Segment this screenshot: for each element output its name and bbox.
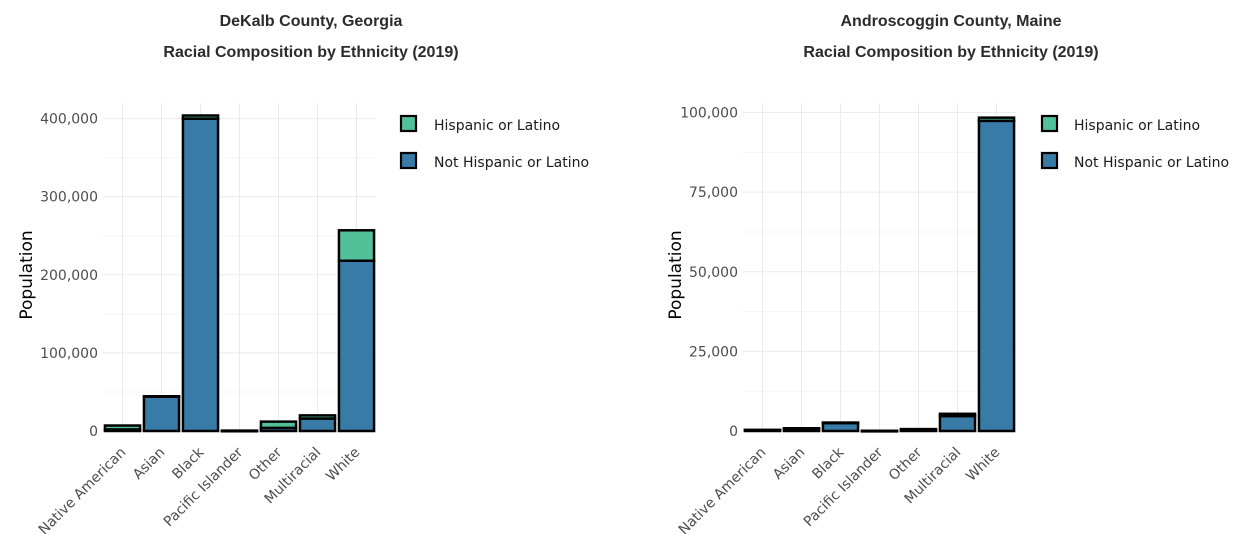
y-tick-label: 0 <box>89 424 98 440</box>
bar-black-hispanic-or-latino <box>821 421 860 425</box>
bars <box>743 116 1016 433</box>
bar-other-hispanic-or-latino <box>899 427 938 432</box>
chart-androscoggin: Androscoggin County, Maine Racial Compos… <box>666 13 1229 538</box>
y-tick-label: 400,000 <box>40 112 98 128</box>
legend-label-hispanic: Hispanic or Latino <box>1074 118 1200 134</box>
bar-native-american-hispanic-or-latino <box>743 428 782 432</box>
y-tick-labels: 0 100,000 200,000 300,000 400,000 <box>40 112 98 440</box>
x-tick-label: White <box>963 445 1003 485</box>
chart-title: DeKalb County, Georgia <box>220 13 403 30</box>
y-tick-label: 100,000 <box>680 106 738 122</box>
x-tick-label: Asian <box>130 445 168 483</box>
legend-label-not-hispanic: Not Hispanic or Latino <box>1074 155 1229 171</box>
y-tick-label: 50,000 <box>689 265 738 281</box>
y-tick-label: 100,000 <box>40 346 98 362</box>
gridlines <box>743 103 1016 432</box>
legend-swatch-hispanic <box>1040 114 1059 133</box>
y-tick-label: 300,000 <box>40 190 98 206</box>
legend-swatch-not-hispanic <box>1040 151 1059 170</box>
y-axis-title: Population <box>666 230 686 319</box>
x-tick-label: Asian <box>770 445 808 483</box>
legend: Hispanic or Latino Not Hispanic or Latin… <box>399 114 589 171</box>
bar-other-hispanic-or-latino <box>259 420 298 430</box>
bars <box>103 114 376 433</box>
chart-subtitle: Racial Composition by Ethnicity (2019) <box>803 44 1098 61</box>
legend-swatch-hispanic <box>399 114 418 133</box>
bar-multiracial-not-hispanic-or-latino <box>938 414 977 433</box>
x-tick-label: Native American <box>36 445 130 539</box>
bar-white-hispanic-or-latino <box>977 116 1016 123</box>
bar-asian-hispanic-or-latino <box>782 427 821 431</box>
chart-subtitle: Racial Composition by Ethnicity (2019) <box>163 44 458 61</box>
chart-dekalb: DeKalb County, Georgia Racial Compositio… <box>17 13 589 538</box>
bar-white-not-hispanic-or-latino <box>337 259 376 433</box>
bar-asian-not-hispanic-or-latino <box>142 395 181 433</box>
y-axis-title: Population <box>17 230 37 319</box>
bar-black-hispanic-or-latino <box>181 114 220 120</box>
bar-multiracial-hispanic-or-latino <box>938 412 977 418</box>
y-tick-label: 25,000 <box>689 344 738 360</box>
chart-title: Androscoggin County, Maine <box>840 13 1061 30</box>
legend-label-not-hispanic: Not Hispanic or Latino <box>434 155 589 171</box>
y-tick-label: 200,000 <box>40 268 98 284</box>
x-tick-label: White <box>323 445 363 485</box>
bar-pacific-islander-hispanic-or-latino <box>220 429 259 433</box>
bar-multiracial-hispanic-or-latino <box>298 414 337 420</box>
y-tick-labels: 0 25,000 50,000 75,000 100,000 <box>680 106 738 440</box>
bar-multiracial-not-hispanic-or-latino <box>298 417 337 433</box>
bar-native-american-hispanic-or-latino <box>103 424 142 431</box>
x-tick-label: Native American <box>676 445 770 539</box>
legend-swatch-not-hispanic <box>399 151 418 170</box>
bar-asian-hispanic-or-latino <box>142 394 181 398</box>
bar-black-not-hispanic-or-latino <box>181 117 220 433</box>
legend: Hispanic or Latino Not Hispanic or Latin… <box>1040 114 1229 171</box>
gridlines <box>103 103 376 432</box>
y-tick-label: 0 <box>729 424 738 440</box>
bar-pacific-islander-hispanic-or-latino <box>860 429 899 433</box>
bar-white-hispanic-or-latino <box>337 229 376 263</box>
y-tick-label: 75,000 <box>689 185 738 201</box>
bar-white-not-hispanic-or-latino <box>977 119 1016 433</box>
legend-label-hispanic: Hispanic or Latino <box>434 118 560 134</box>
